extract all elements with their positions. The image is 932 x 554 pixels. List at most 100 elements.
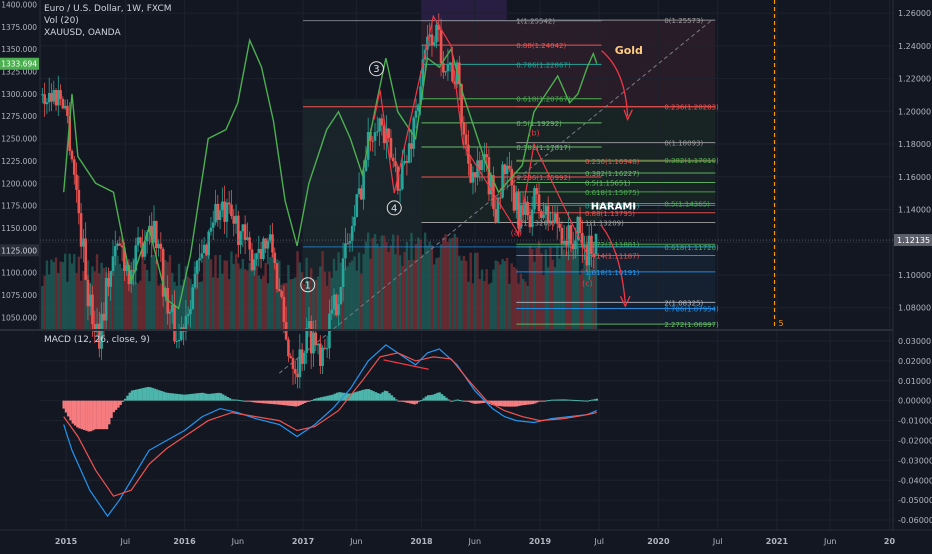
time-tick-label: Jun — [231, 537, 245, 546]
macd-histogram-bar — [242, 400, 245, 402]
volume-bar — [512, 266, 516, 329]
volume-bar — [184, 266, 188, 329]
candle-body — [583, 245, 586, 247]
volume-bar — [496, 261, 500, 329]
wave-circle — [300, 277, 316, 293]
gold-annotation: Gold — [615, 44, 643, 57]
macd-histogram-bar — [114, 400, 118, 410]
macd-histogram-bar — [110, 400, 113, 418]
candle-body — [66, 105, 69, 116]
macd-histogram-bar — [317, 397, 321, 401]
fib-zone-upper — [421, 20, 602, 99]
macd-histogram-bar — [511, 400, 514, 407]
volume-bar — [464, 260, 468, 329]
current-price-tag — [894, 234, 932, 247]
macd-histogram-bar — [388, 393, 391, 401]
gold-tick-label: 1225.000 — [1, 157, 37, 166]
retrace-label: 0(1.18093) — [664, 140, 703, 148]
volume-bar — [212, 277, 215, 329]
macd-histogram-bar — [126, 395, 129, 401]
macd-histogram-bar — [586, 400, 589, 402]
candle-body — [132, 270, 135, 272]
macd-histogram-bar — [87, 400, 90, 432]
volume-bar — [521, 278, 525, 329]
macd-histogram-bar — [240, 400, 243, 402]
volume-bar — [310, 268, 313, 329]
candle-body — [86, 279, 90, 307]
candle-body — [113, 246, 117, 257]
candle-body — [266, 240, 270, 249]
volume-bar — [480, 269, 484, 329]
macd-histogram-bar — [71, 400, 75, 424]
volume-bar — [515, 268, 518, 329]
volume-bar — [155, 259, 158, 329]
macd-histogram-bar — [135, 389, 138, 401]
macd-histogram-bar — [575, 400, 578, 402]
volume-bar — [63, 253, 67, 329]
macd-histogram-bar — [235, 399, 239, 401]
retrace-label: 0.88(1.13795) — [585, 210, 635, 218]
macd-histogram-bar — [89, 400, 93, 432]
volume-bar — [73, 254, 76, 329]
candle-body — [337, 304, 340, 316]
volume-bar — [209, 259, 213, 329]
candle-body — [578, 216, 582, 234]
candle-body — [462, 122, 466, 135]
macd-histogram-bar — [531, 400, 535, 405]
volume-bar — [61, 262, 65, 329]
candle-body — [287, 339, 290, 357]
candle-body — [478, 160, 482, 171]
volume-bar — [221, 273, 224, 329]
retrace-label: 2.272(1.06997) — [664, 321, 719, 329]
retrace-label: 0.236(1.16948) — [585, 158, 640, 166]
candle-body — [127, 265, 131, 285]
candle-body — [508, 165, 511, 169]
macd-divergence-line — [383, 359, 429, 370]
gold-tick-label: 1175.000 — [1, 202, 37, 211]
price-arrow-head — [619, 295, 631, 308]
macd-histogram-bar — [422, 398, 425, 401]
macd-histogram-bar — [219, 393, 223, 401]
volume-bar — [389, 245, 393, 329]
candle-body — [211, 222, 215, 228]
macd-histogram-bar — [572, 399, 576, 401]
macd-histogram-bar — [340, 392, 343, 401]
candle-body — [291, 358, 295, 369]
volume-bar — [428, 241, 431, 329]
volume-bar — [519, 273, 523, 329]
fib-label: 0.88(1.24042) — [516, 42, 566, 50]
volume-bar — [412, 259, 415, 329]
volume-bar — [134, 282, 137, 329]
volume-bar — [234, 253, 238, 329]
volume-bar — [323, 271, 327, 329]
retrace-label: 1(1.13209) — [585, 219, 624, 227]
macd-histogram-bar — [401, 400, 405, 402]
macd-histogram-bar — [299, 400, 302, 406]
fib-label: 0(1.13209) — [516, 219, 555, 227]
volume-bar — [382, 235, 386, 329]
candle-body — [275, 263, 279, 290]
candle-body — [530, 209, 534, 228]
wave-label: 3 — [373, 64, 379, 75]
time-tick-label: 2016 — [173, 537, 196, 546]
volume-bar — [369, 258, 372, 329]
macd-histogram-bar — [527, 400, 530, 405]
macd-histogram-bar — [440, 394, 444, 401]
candle-body — [102, 313, 106, 321]
time-tick-label: 2018 — [410, 537, 433, 546]
volume-bar — [483, 281, 486, 329]
candle-body — [82, 238, 85, 247]
gold-tick-label: 1075.000 — [1, 291, 37, 300]
macd-histogram-bar — [390, 395, 393, 401]
volume-bar — [387, 252, 390, 329]
macd-histogram-bar — [292, 400, 296, 407]
candle-body — [339, 287, 343, 305]
candle-body — [300, 349, 304, 364]
volume-bar — [526, 285, 529, 329]
macd-tick-label: -0.05000 — [898, 496, 932, 505]
gold-arrow — [601, 50, 629, 117]
candle-body — [154, 221, 158, 249]
candle-body — [405, 161, 409, 163]
